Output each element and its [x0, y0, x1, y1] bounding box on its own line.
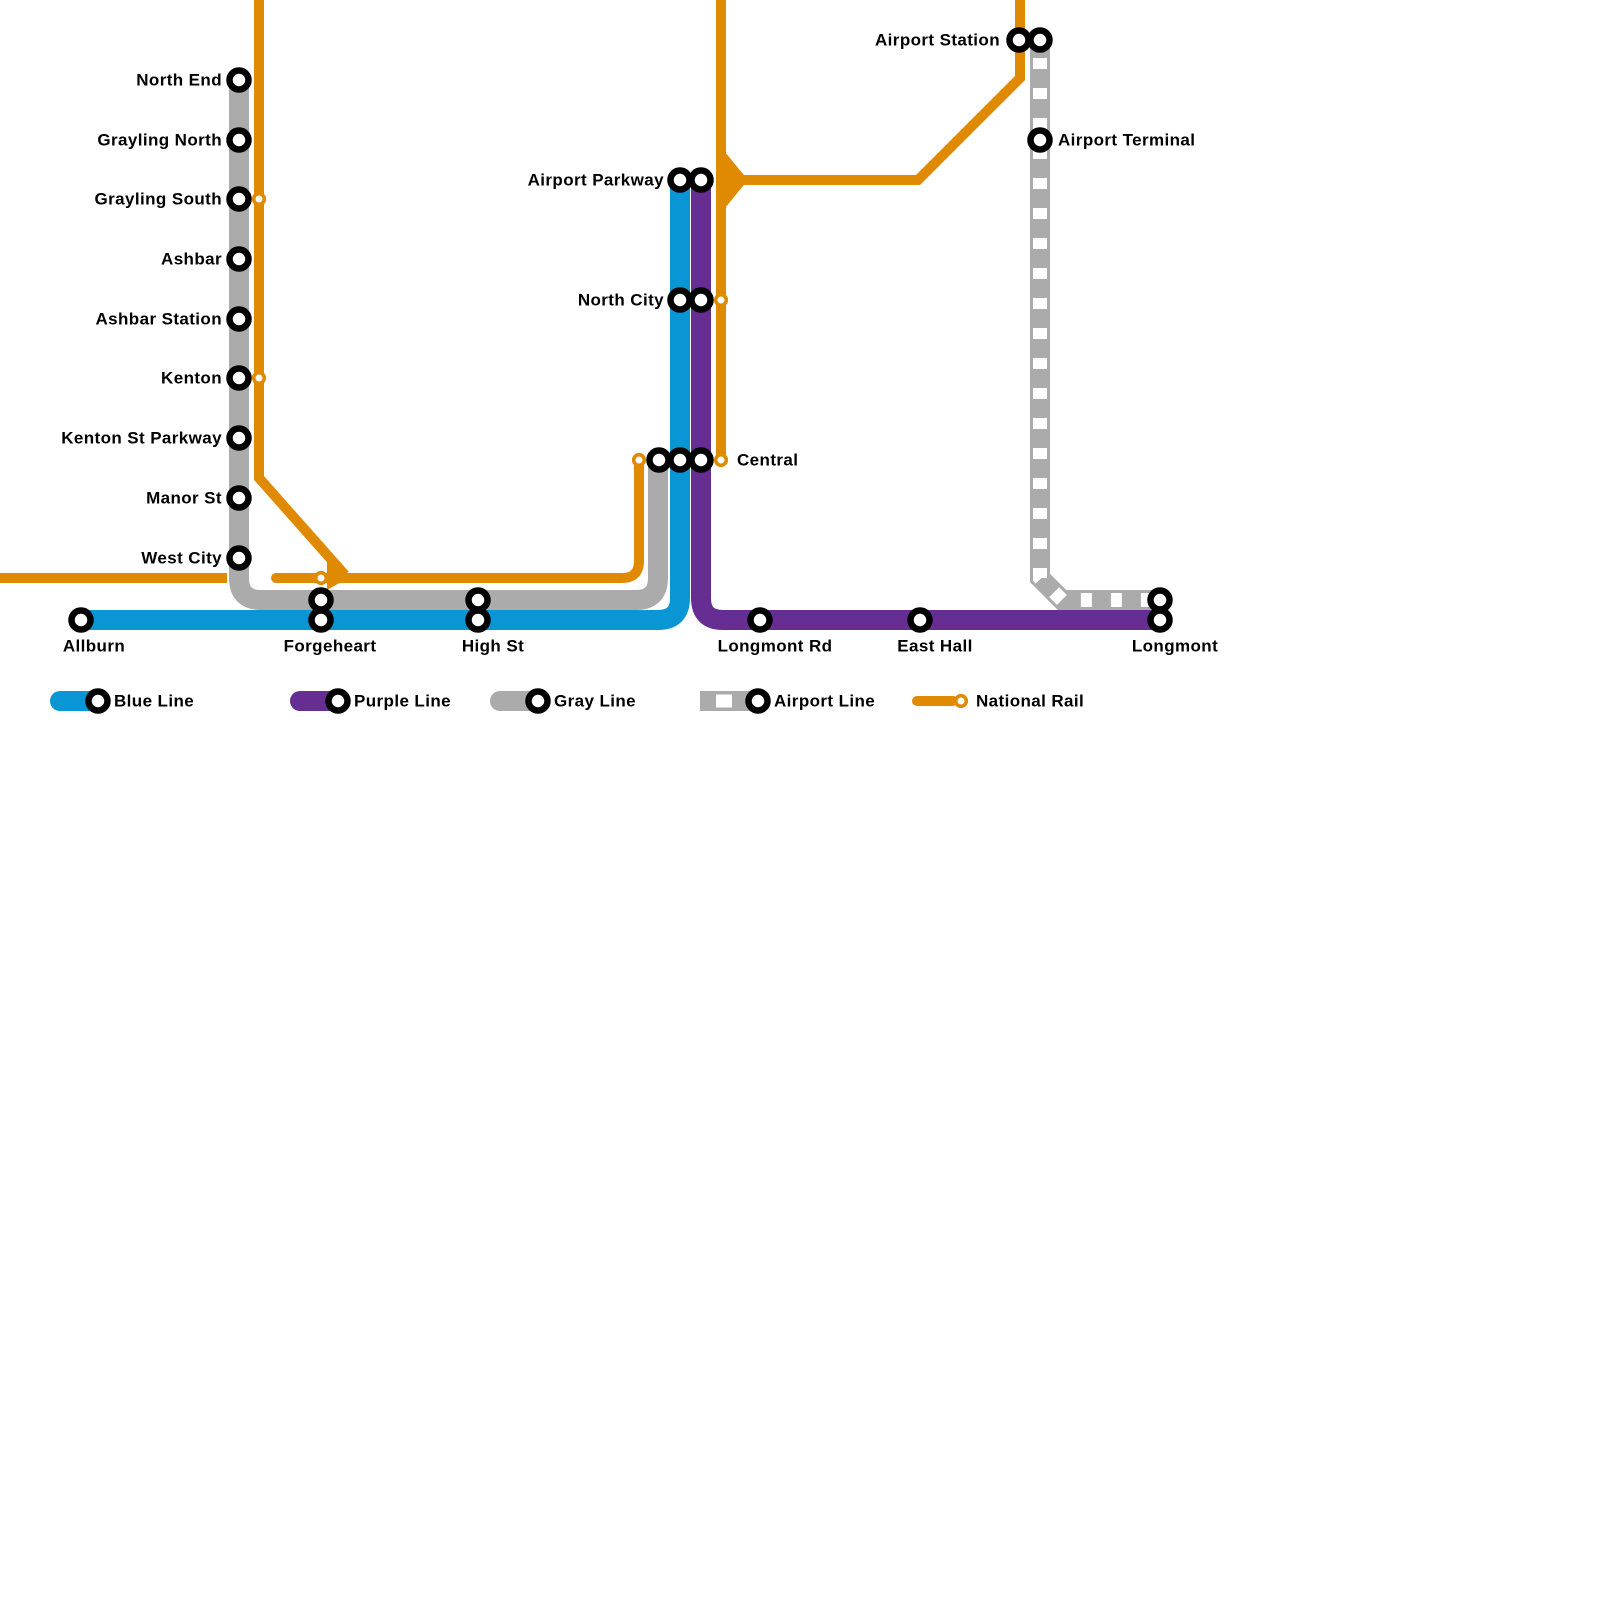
rail-marker-forgeheart: [313, 570, 329, 586]
station-marker-allburn: [68, 607, 94, 633]
station-marker-central-purple: [688, 447, 714, 473]
rail-marker-kenton: [251, 370, 267, 386]
station-label-high-st: High St: [462, 637, 524, 656]
legend-item-blue-line: Blue Line: [50, 688, 194, 714]
national-rail-lines: [0, 0, 1025, 590]
rail-marker-north-city: [713, 292, 729, 308]
national-rail-station-icon: [953, 693, 969, 709]
station-marker-high-st-blue: [465, 607, 491, 633]
station-marker-longmont-rd: [747, 607, 773, 633]
rail-marker-central-east: [713, 452, 729, 468]
station-label-east-hall: East Hall: [897, 637, 972, 656]
blue-line-station-icon: [85, 688, 111, 714]
station-marker-east-hall: [907, 607, 933, 633]
station-label-north-end: North End: [136, 71, 222, 90]
station-marker-west-city: [226, 545, 252, 571]
station-marker-north-end: [226, 67, 252, 93]
station-label-ashbar-station: Ashbar Station: [95, 310, 222, 329]
station-marker-airport-parkway-blue: [667, 167, 693, 193]
station-marker-north-city-purple: [688, 287, 714, 313]
station-label-central: Central: [737, 451, 798, 470]
station-marker-high-st-gray: [465, 587, 491, 613]
station-label-ashbar: Ashbar: [161, 250, 222, 269]
station-marker-central-gray: [646, 447, 672, 473]
legend-item-purple-line: Purple Line: [290, 688, 451, 714]
national-rail-central-path: [271, 455, 644, 583]
station-label-longmont: Longmont: [1132, 637, 1218, 656]
station-marker-manor-st: [226, 485, 252, 511]
station-marker-ashbar-station: [226, 306, 252, 332]
station-label-allburn: Allburn: [63, 637, 125, 656]
legend-label-gray-line: Gray Line: [554, 692, 636, 711]
purple-line-path: [691, 170, 1172, 630]
station-marker-longmont-purple: [1147, 607, 1173, 633]
station-label-airport-terminal: Airport Terminal: [1058, 131, 1195, 150]
station-label-grayling-south: Grayling South: [95, 190, 222, 209]
station-label-kenton-st-parkway: Kenton St Parkway: [61, 429, 222, 448]
station-marker-forgeheart-gray: [308, 587, 334, 613]
station-marker-kenton-st-parkway: [226, 425, 252, 451]
airport-line-swatch-dash-icon: [716, 694, 732, 708]
station-marker-central-blue: [667, 447, 693, 473]
station-label-longmont-rd: Longmont Rd: [718, 637, 833, 656]
station-marker-forgeheart-blue: [308, 607, 334, 633]
station-label-airport-parkway: Airport Parkway: [528, 171, 665, 190]
station-label-airport-station: Airport Station: [875, 31, 1000, 50]
station-labels: North End Grayling North Grayling South …: [61, 31, 1218, 656]
legend-item-national-rail: National Rail: [912, 692, 1084, 711]
legend-label-national-rail: National Rail: [976, 692, 1084, 711]
station-marker-airport-station-rail: [1006, 27, 1032, 53]
station-marker-airport-station-line: [1027, 27, 1053, 53]
national-rail-airport-branch-path: [742, 0, 1025, 185]
station-marker-airport-parkway-purple: [688, 167, 714, 193]
legend-item-gray-line: Gray Line: [490, 688, 636, 714]
purple-line-station-icon: [325, 688, 351, 714]
station-label-west-city: West City: [141, 549, 222, 568]
station-markers: [68, 27, 1173, 633]
airport-line-dash-overlay: [1033, 40, 1162, 607]
gray-line-station-icon: [525, 688, 551, 714]
legend-label-airport-line: Airport Line: [774, 692, 875, 711]
national-rail-east-junction-arrow-icon: [725, 152, 748, 208]
station-marker-longmont-airport: [1147, 587, 1173, 613]
station-marker-grayling-north: [226, 127, 252, 153]
station-marker-ashbar: [226, 246, 252, 272]
gray-line-path: [229, 70, 668, 610]
station-label-north-city: North City: [578, 291, 664, 310]
station-label-forgeheart: Forgeheart: [284, 637, 377, 656]
station-marker-grayling-south: [226, 186, 252, 212]
station-label-manor-st: Manor St: [146, 489, 222, 508]
metro-lines: [71, 40, 1172, 630]
station-marker-north-city-blue: [667, 287, 693, 313]
legend: Blue Line Purple Line Gray Line Airport …: [50, 688, 1084, 714]
legend-label-purple-line: Purple Line: [354, 692, 451, 711]
rail-marker-grayling-south: [251, 191, 267, 207]
station-marker-airport-terminal: [1027, 127, 1053, 153]
blue-line-path: [71, 170, 690, 630]
station-marker-kenton: [226, 365, 252, 391]
airport-line-station-icon: [745, 688, 771, 714]
national-rail-west-path: [254, 0, 349, 579]
rail-marker-central-west: [631, 452, 647, 468]
station-label-kenton: Kenton: [161, 369, 222, 388]
legend-item-airport-line: Airport Line: [700, 688, 875, 714]
station-label-grayling-north: Grayling North: [97, 131, 222, 150]
legend-label-blue-line: Blue Line: [114, 692, 194, 711]
airport-line-path: [1030, 40, 1162, 610]
